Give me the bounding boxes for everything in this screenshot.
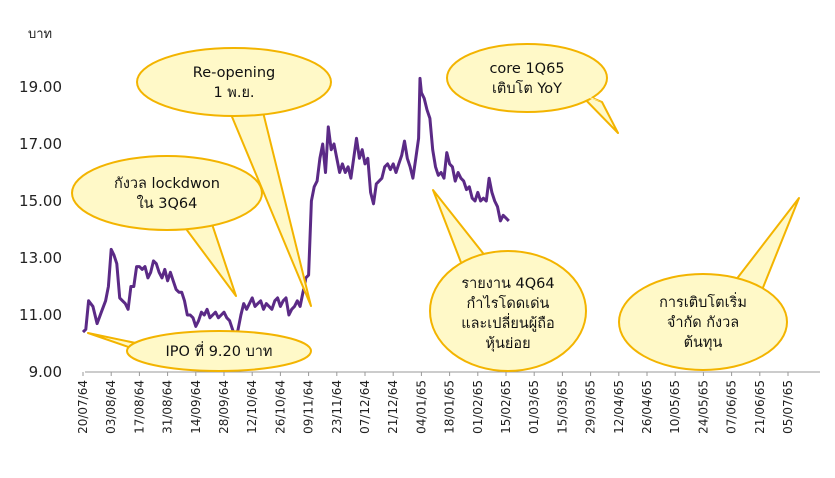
x-tick-label: 26/04/65	[640, 380, 654, 434]
x-tick-label: 21/12/64	[386, 380, 400, 434]
callout-text: และเปลี่ยนผู้ถือ	[461, 313, 554, 332]
callout-text: รายงาน 4Q64	[461, 276, 554, 292]
x-tick-label: 24/05/65	[696, 380, 710, 434]
x-tick-label: 10/05/65	[668, 380, 682, 434]
x-tick-label: 07/12/64	[358, 380, 372, 434]
callout-seam	[150, 346, 219, 360]
callout: รายงาน 4Q64 กำไรโดดเด่นและเปลี่ยนผู้ถือหุ…	[429, 189, 587, 372]
x-tick-label: 28/09/64	[217, 380, 231, 434]
callout-text: กำไรโดดเด่น	[467, 294, 550, 312]
x-tick-label: 26/10/64	[273, 380, 287, 434]
y-axis-ticks: 9.00 11.00 13.00 15.00 17.00 19.00	[19, 78, 62, 381]
x-tick-label: 03/08/64	[104, 380, 118, 434]
x-tick-label: 09/11/64	[302, 380, 316, 434]
callout-seam	[703, 285, 760, 322]
callout: core 1Q65 เติบโต YoY	[446, 43, 619, 134]
x-tick-label: 12/10/64	[245, 380, 259, 434]
x-tick-label: 14/09/64	[189, 380, 203, 434]
y-tick-label: 11.00	[19, 306, 62, 324]
callout: กังวล lockdwon ใน 3Q64	[71, 155, 263, 297]
callout-text: กังวล lockdwon	[114, 176, 220, 192]
price-series-line	[81, 76, 510, 340]
callout: IPO ที่ 9.20 บาท	[87, 330, 312, 372]
x-axis-ticks: 20/07/64 03/08/64 17/08/64 31/08/64 14/09/64…	[76, 372, 795, 434]
x-tick-label: 21/06/65	[753, 380, 767, 434]
y-tick-label: 17.00	[19, 135, 62, 153]
callout-seam	[527, 78, 602, 102]
x-tick-label: 05/07/65	[781, 380, 795, 434]
x-tick-label: 20/07/64	[76, 380, 90, 434]
x-tick-label: 01/03/65	[527, 380, 541, 434]
callout-seam	[467, 262, 508, 311]
callout-text: 1 พ.ย.	[213, 85, 254, 101]
callout-seam	[225, 82, 262, 108]
callout-seam	[167, 193, 210, 218]
y-tick-label: 15.00	[19, 192, 62, 210]
y-axis-unit-label: บาท	[28, 27, 52, 42]
y-tick-label: 19.00	[19, 78, 62, 96]
callout-text: หุ้นย่อย	[485, 335, 530, 352]
x-tick-label: 04/01/65	[414, 380, 428, 434]
x-tick-label: 07/06/65	[725, 380, 739, 434]
callout: Re-opening 1 พ.ย.	[136, 47, 332, 307]
x-tick-label: 23/11/64	[330, 380, 344, 434]
callout-text: ต้นทุน	[684, 334, 723, 351]
callout-text: เติบโต YoY	[492, 79, 562, 97]
callout-text: IPO ที่ 9.20 บาท	[165, 341, 272, 360]
callout-text: ใน 3Q64	[137, 194, 198, 212]
y-tick-label: 13.00	[19, 249, 62, 267]
callout-text: Re-opening	[193, 65, 275, 81]
x-tick-label: 31/08/64	[161, 380, 175, 434]
x-tick-label: 12/04/65	[612, 380, 626, 434]
x-tick-label: 15/02/65	[499, 380, 513, 434]
x-tick-label: 18/01/65	[443, 380, 457, 434]
y-tick-label: 9.00	[29, 363, 62, 381]
callout-text: จำกัด กังวล	[667, 315, 739, 331]
annotation-callouts: Re-opening 1 พ.ย. core 1Q65 เติบโต YoY กังวล…	[71, 43, 800, 372]
x-tick-label: 29/03/65	[584, 380, 598, 434]
x-tick-label: 01/02/65	[471, 380, 485, 434]
callout-text: core 1Q65	[489, 61, 564, 77]
x-tick-label: 17/08/64	[132, 380, 146, 434]
callout-text: การเติบโตเริ่ม	[659, 292, 747, 311]
x-tick-label: 15/03/65	[555, 380, 569, 434]
